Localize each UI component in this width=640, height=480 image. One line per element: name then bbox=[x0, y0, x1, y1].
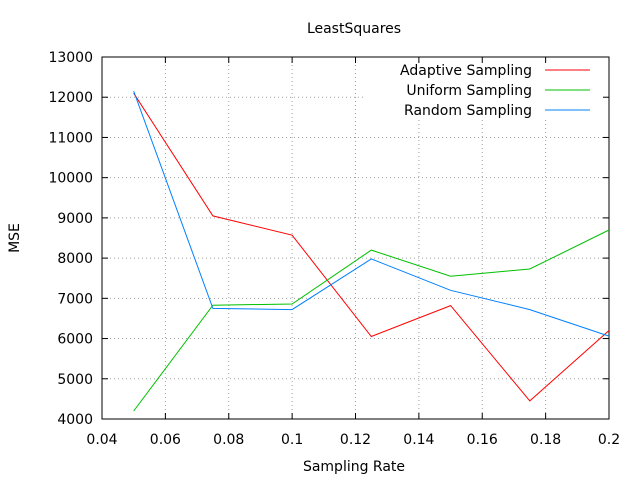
axes: 0.04 0.06 0.08 0.1 0.12 0.14 0.16 0.18 0.2 4000 50… bbox=[48, 50, 620, 448]
x-tick-label: 0.2 bbox=[598, 432, 620, 448]
x-axis-title: Sampling Rate bbox=[303, 459, 405, 475]
y-tick-label: 12000 bbox=[48, 90, 93, 106]
legend-label: Random Sampling bbox=[404, 103, 532, 119]
y-tick-label: 6000 bbox=[57, 332, 93, 348]
y-tick-label: 11000 bbox=[48, 130, 93, 146]
series-line-random-sampling bbox=[133, 91, 610, 337]
plot-frame bbox=[101, 56, 610, 420]
x-tick-label: 0.1 bbox=[281, 432, 303, 448]
series-line-adaptive-sampling bbox=[133, 92, 610, 402]
legend-label: Adaptive Sampling bbox=[400, 63, 532, 79]
series-line-uniform-sampling bbox=[133, 229, 610, 412]
y-axis-title: MSE bbox=[7, 223, 23, 253]
grid bbox=[102, 57, 609, 419]
x-tick-label: 0.04 bbox=[86, 432, 117, 448]
x-tick-label: 0.12 bbox=[340, 432, 371, 448]
y-tick-label: 8000 bbox=[57, 251, 93, 267]
x-tick-label: 0.18 bbox=[530, 432, 561, 448]
y-tick-label: 7000 bbox=[57, 291, 93, 307]
x-tick-label: 0.06 bbox=[150, 432, 181, 448]
x-tick-label: 0.14 bbox=[403, 432, 434, 448]
y-tick-label: 13000 bbox=[48, 50, 93, 66]
y-tick-label: 4000 bbox=[57, 412, 93, 428]
x-tick-label: 0.08 bbox=[213, 432, 244, 448]
legend: Adaptive Sampling Uniform Sampling Random … bbox=[400, 63, 590, 119]
y-tick-label: 9000 bbox=[57, 211, 93, 227]
y-tick-label: 5000 bbox=[57, 372, 93, 388]
y-tick-label: 10000 bbox=[48, 171, 93, 187]
x-tick-label: 0.16 bbox=[467, 432, 498, 448]
series-lines bbox=[133, 91, 610, 412]
legend-label: Uniform Sampling bbox=[406, 83, 532, 99]
chart-title: LeastSquares bbox=[307, 21, 401, 37]
